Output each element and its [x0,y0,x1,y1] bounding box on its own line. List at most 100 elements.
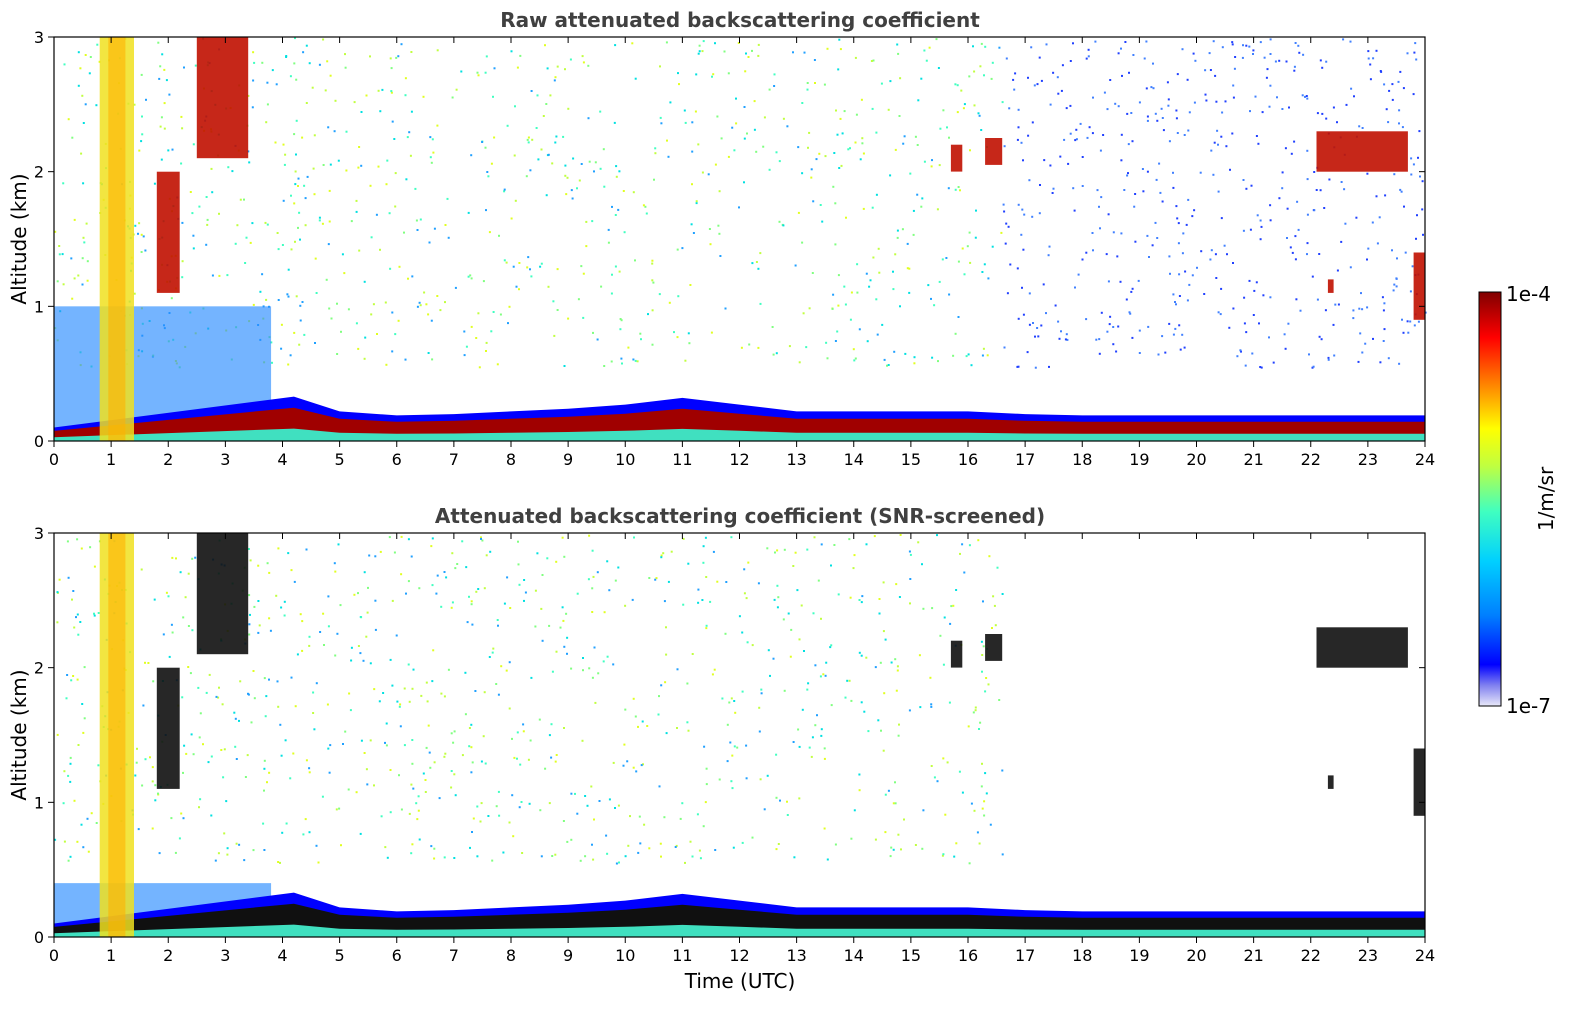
noise-speck [290,676,293,679]
noise-speck [1255,135,1258,137]
noise-speck [776,549,779,552]
noise-speck [1007,225,1010,228]
noise-speck [855,113,858,116]
x-tick-label: 10 [615,946,635,965]
noise-speck [758,706,761,709]
noise-speck [711,75,713,78]
noise-speck [394,333,397,336]
noise-speck [984,772,987,775]
noise-speck [946,126,948,129]
noise-speck [1124,41,1127,43]
x-tick-label: 11 [672,450,692,469]
noise-speck [566,636,569,639]
noise-speck [263,789,265,792]
noise-speck [954,188,957,191]
cloud-core [108,37,126,441]
noise-speck [411,739,414,741]
noise-speck [519,763,522,766]
noise-speck [211,274,214,277]
noise-speck [1131,336,1134,339]
noise-speck [1081,156,1084,158]
noise-speck [909,602,911,605]
noise-speck [1160,107,1163,110]
noise-speck [611,205,613,208]
noise-speck [1231,41,1234,44]
noise-speck [391,311,394,314]
noise-speck [1294,42,1297,44]
noise-speck [548,802,551,805]
noise-speck [163,127,166,130]
noise-speck [61,253,64,256]
noise-speck [1095,338,1098,341]
noise-speck [417,809,420,812]
noise-speck [955,842,958,845]
noise-speck [547,285,550,288]
noise-speck [1103,91,1106,94]
noise-speck [813,59,816,61]
noise-speck [925,59,928,62]
noise-speck [552,300,555,303]
noise-speck [837,304,840,307]
noise-speck [898,723,900,726]
noise-speck [524,591,527,594]
noise-speck [1406,52,1409,55]
noise-speck [93,565,96,568]
noise-speck [635,770,638,773]
noise-speck [1159,191,1162,194]
noise-speck [71,598,73,601]
noise-speck [153,598,156,601]
noise-speck [271,69,274,72]
noise-speck [906,267,909,270]
noise-speck [982,645,985,648]
noise-speck [658,293,661,296]
noise-speck [957,260,960,263]
noise-speck [235,842,238,845]
noise-speck [849,596,852,599]
noise-speck [418,301,421,304]
noise-speck [305,44,308,47]
noise-speck [1293,65,1296,68]
noise-speck [986,354,989,357]
noise-speck [453,773,456,776]
noise-speck [430,845,433,848]
noise-speck [1193,101,1196,104]
noise-speck [253,605,256,608]
noise-speck [786,814,789,816]
noise-speck [1016,365,1019,368]
noise-speck [942,853,945,856]
noise-speck [409,154,412,157]
noise-speck [1342,38,1345,41]
noise-speck [65,697,68,700]
noise-speck [931,159,933,162]
noise-speck [492,311,495,313]
noise-speck [1223,244,1226,247]
noise-speck [134,774,137,777]
noise-speck [566,176,569,179]
noise-speck [1295,298,1298,301]
noise-speck [443,695,446,698]
x-tick-label: 13 [786,946,806,965]
noise-speck [714,849,717,851]
noise-speck [314,342,316,344]
noise-speck [556,65,559,68]
noise-speck [1028,323,1031,326]
noise-speck [980,640,983,643]
noise-speck [878,612,881,615]
noise-speck [481,141,484,143]
noise-speck [374,555,377,558]
noise-speck [315,844,318,847]
noise-speck [810,755,813,758]
noise-speck [1289,246,1292,249]
noise-speck [478,366,481,369]
noise-speck [572,157,575,160]
noise-speck [733,745,736,748]
noise-speck [490,162,493,165]
noise-speck [429,766,432,769]
noise-speck [69,756,72,759]
noise-speck [607,241,610,244]
noise-speck [97,764,100,767]
noise-speck [365,635,368,638]
noise-speck [1332,323,1335,326]
noise-speck [83,717,86,720]
noise-speck [514,199,517,202]
